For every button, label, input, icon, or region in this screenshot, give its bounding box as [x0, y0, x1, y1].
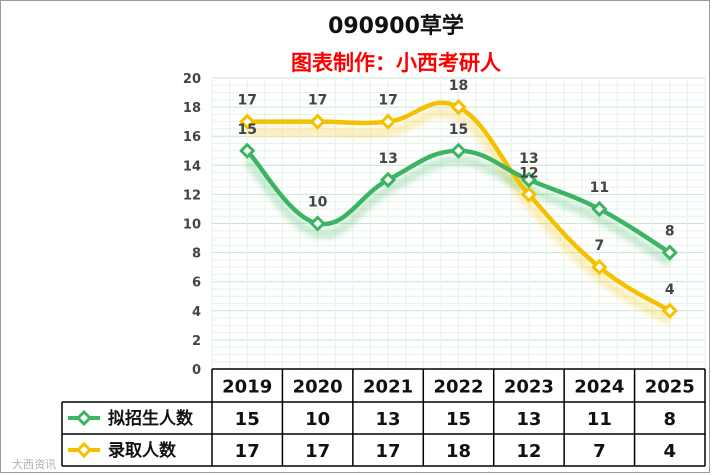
- legend-label: 拟招生人数: [108, 408, 194, 429]
- y-tick-label: 2: [192, 334, 201, 349]
- data-label: 13: [519, 151, 538, 167]
- data-point: [379, 171, 397, 188]
- x-tick-label: 2021: [363, 377, 413, 398]
- data-label: 17: [378, 93, 397, 109]
- data-table: 2019 2020 2021 2022 2023 2024 2025 拟招生人数 15 10 13 1…: [61, 368, 706, 467]
- table-cell: 13: [376, 409, 401, 430]
- legend-label: 录取人数: [108, 440, 177, 461]
- y-tick-label: 16: [183, 130, 201, 145]
- y-tick-label: 10: [183, 218, 201, 233]
- chart-subtitle: 图表制作：小西考研人: [291, 51, 501, 75]
- y-tick-label: 8: [192, 247, 201, 262]
- x-tick-label: 2025: [645, 377, 695, 398]
- data-point: [309, 215, 326, 232]
- table-cell: 18: [446, 441, 471, 462]
- data-point: [379, 113, 397, 130]
- table-cell: 13: [516, 409, 541, 430]
- data-point: [450, 98, 467, 116]
- y-tick-label: 6: [192, 276, 201, 291]
- data-point: [309, 113, 326, 130]
- data-label: 17: [308, 93, 327, 109]
- x-tick-label: 2022: [433, 377, 483, 398]
- table-cell: 15: [235, 409, 260, 430]
- data-point: [520, 186, 538, 203]
- y-tick-label: 20: [183, 72, 201, 87]
- legend-marker: [75, 441, 93, 459]
- table-cell: 4: [664, 441, 677, 462]
- data-point: [239, 113, 256, 130]
- y-tick-label: 18: [183, 101, 201, 116]
- table-cell: 11: [587, 409, 612, 430]
- x-tick-label: 2024: [574, 377, 624, 398]
- table-cell: 7: [593, 441, 606, 462]
- table-cell: 17: [305, 441, 330, 462]
- y-tick-label: 12: [183, 188, 201, 203]
- data-label: 15: [237, 122, 256, 138]
- data-label: 10: [308, 195, 328, 211]
- data-point: [591, 200, 608, 218]
- data-point: [661, 244, 678, 261]
- table-cell: 15: [446, 409, 471, 430]
- data-label: 12: [519, 165, 538, 181]
- y-axis-ticks: 0 2 4 6 8 10 12 14 16 18 20: [183, 72, 201, 378]
- data-label: 8: [665, 224, 675, 240]
- table-cell: 12: [516, 441, 541, 462]
- data-label: 18: [449, 78, 468, 94]
- data-point: [591, 259, 608, 276]
- data-labels: 17 17 17 18 12 7 4 15 10 13 15 13 11 8: [237, 78, 674, 298]
- x-tick-label: 2020: [293, 377, 343, 398]
- x-tick-label: 2023: [504, 377, 554, 398]
- data-label: 15: [449, 122, 468, 138]
- watermark: 大西资讯: [12, 457, 56, 471]
- data-point: [239, 142, 256, 159]
- data-label: 7: [594, 238, 604, 254]
- table-cell: 17: [376, 441, 401, 462]
- data-point: [661, 302, 678, 319]
- chart-title: 090900草学: [328, 13, 464, 39]
- series-shadows: [243, 108, 673, 325]
- y-tick-label: 14: [183, 159, 201, 174]
- data-label: 17: [237, 93, 256, 109]
- table-cell: 17: [235, 441, 260, 462]
- series-shadow: [243, 156, 673, 267]
- data-point: [520, 171, 538, 188]
- table-cell: 10: [305, 409, 330, 430]
- data-label: 4: [665, 282, 675, 298]
- series-shadow: [247, 108, 673, 325]
- series-markers: [239, 98, 678, 319]
- x-tick-label: 2019: [222, 377, 272, 398]
- y-tick-label: 4: [192, 305, 201, 320]
- table-cell: 8: [664, 409, 677, 430]
- data-label: 13: [378, 151, 397, 167]
- data-label: 11: [590, 180, 609, 196]
- y-tick-label: 0: [192, 363, 201, 378]
- data-point: [450, 142, 467, 159]
- legend-marker: [75, 409, 93, 427]
